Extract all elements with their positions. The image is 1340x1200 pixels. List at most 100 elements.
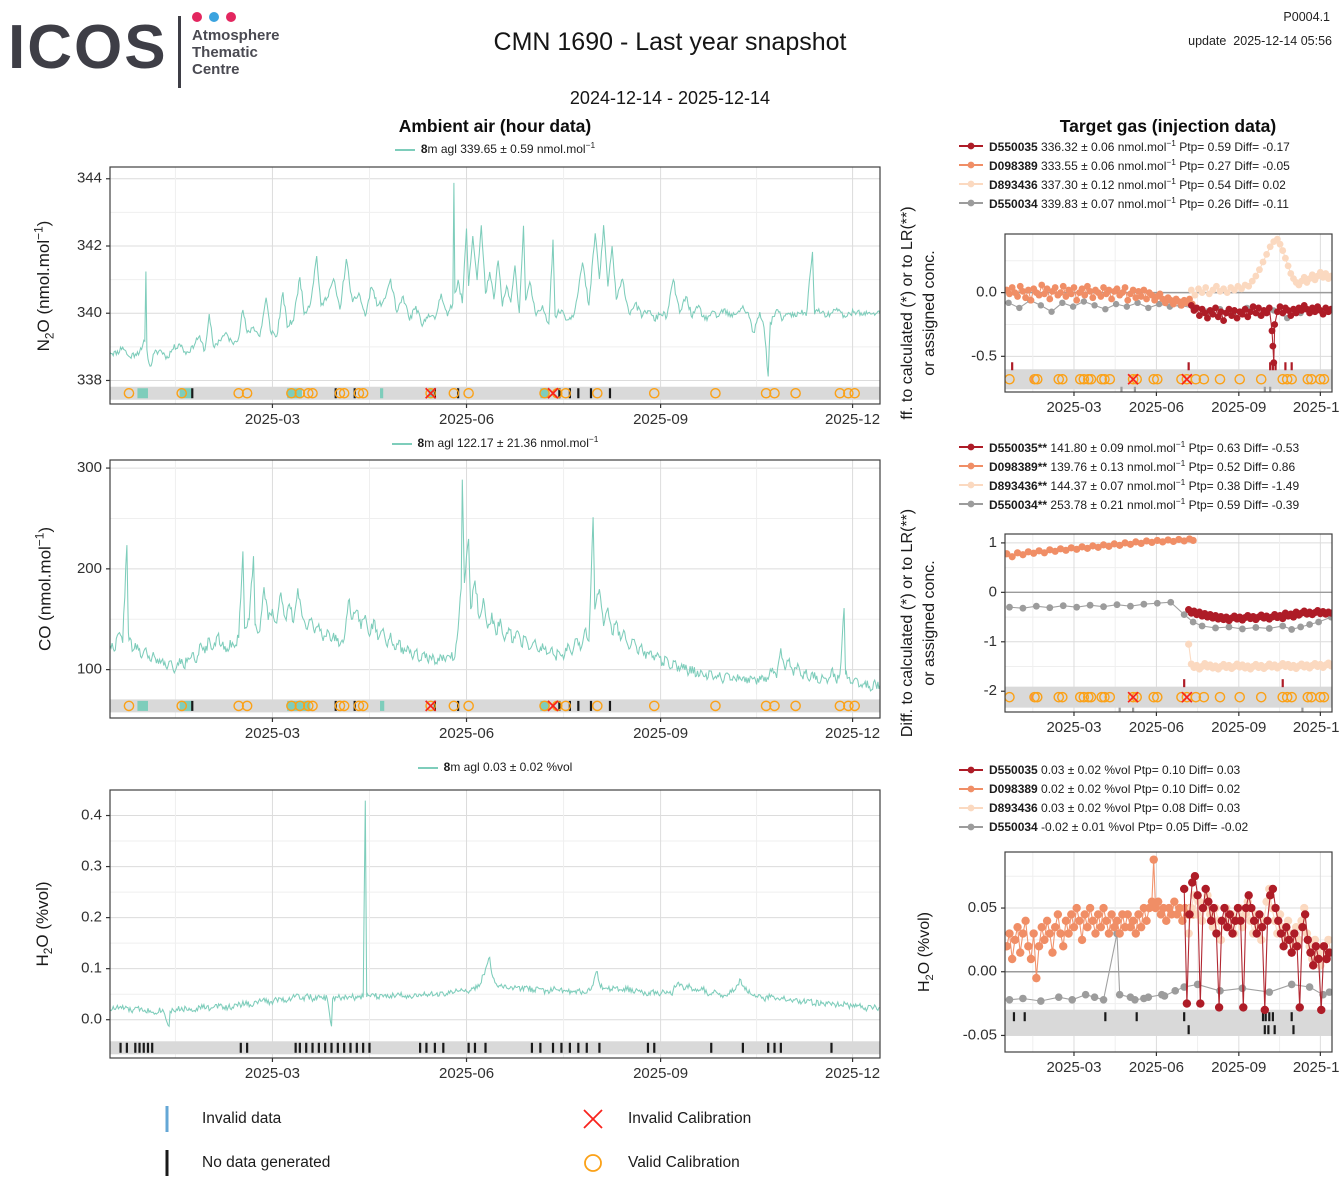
svg-text:2025-09: 2025-09 (633, 411, 688, 428)
chart-n2o-ambient: 338 340 342 344 2025-03 2025-06 2025-09 2025-12 (28, 150, 902, 438)
plot-h2o-ambient: 0.0 0.1 0.2 0.3 0.4 2025-03 2025-06 2025-09 2025… (81, 789, 881, 1082)
legend-key-icon (959, 443, 983, 450)
legend-key-icon (959, 785, 983, 792)
svg-text:2025-12: 2025-12 (1293, 399, 1340, 416)
legend-entry: D098389 333.55 ± 0.06 nmol.mol−1 Ptp= 0.… (958, 155, 1338, 174)
valid-calibration-icon (576, 1148, 610, 1178)
svg-text:2025-09: 2025-09 (1211, 719, 1266, 736)
legend-key-icon (959, 500, 983, 507)
svg-text:2025-03: 2025-03 (245, 725, 300, 738)
date-range: 2024-12-14 - 2025-12-14 (569, 88, 771, 108)
logo-dots-icon (192, 12, 236, 22)
legend-entry: D893436 0.03 ± 0.02 %vol Ptp= 0.08 Diff=… (958, 798, 1338, 817)
gridlines (110, 460, 880, 718)
legend-label: No data generated (202, 1154, 331, 1171)
legend-text: D893436** 144.37 ± 0.07 nmol.mol−1 Ptp= … (989, 476, 1300, 493)
svg-text:2025-06: 2025-06 (439, 725, 494, 738)
target-legend-co: D550035** 141.80 ± 0.09 nmol.mol−1 Ptp= … (958, 437, 1338, 513)
svg-text:0.3: 0.3 (81, 858, 102, 875)
axis-label: H2O (%vol) (32, 881, 56, 967)
axis-label: or assigned conc. (921, 560, 938, 686)
svg-text:0.00: 0.00 (968, 963, 997, 980)
legend-text: D550035 0.03 ± 0.02 %vol Ptp= 0.10 Diff=… (989, 762, 1241, 777)
no-data-icon (150, 1148, 184, 1178)
legend-entry: D550034 -0.02 ± 0.01 %vol Ptp= 0.05 Diff… (958, 817, 1338, 836)
svg-text:100: 100 (77, 661, 102, 678)
plot-n2o-ambient: 338 340 342 344 2025-03 2025-06 2025-09 2025-12 (77, 166, 881, 428)
legend-key-icon (959, 823, 983, 830)
legend-text: 8m agl 122.17 ± 21.36 nmol.mol−1 (417, 434, 599, 450)
legend-key-icon (959, 481, 983, 488)
legend-key-icon (959, 161, 983, 168)
logo-dot-icon (226, 12, 236, 22)
legend-text: D550035** 141.80 ± 0.09 nmol.mol−1 Ptp= … (989, 438, 1300, 455)
axis-label: Diff. to calculated (*) or to LR(**) (899, 508, 916, 738)
svg-text:344: 344 (77, 170, 102, 187)
logo-divider (178, 16, 181, 88)
legend-entry: D550035** 141.80 ± 0.09 nmol.mol−1 Ptp= … (958, 437, 1338, 456)
svg-text:2025-12: 2025-12 (1293, 1059, 1340, 1076)
invalid-calibration-icon (576, 1104, 610, 1134)
legend-text: D098389** 139.76 ± 0.13 nmol.mol−1 Ptp= … (989, 457, 1296, 474)
svg-text:0.2: 0.2 (81, 909, 102, 926)
flag-strip (1012, 1012, 1295, 1035)
svg-text:-2: -2 (984, 682, 997, 699)
legend-key-line-icon (394, 148, 415, 151)
chart-n2o-target: 0.0 -0.5 2025-03 2025-06 2025-09 2025-12 (895, 222, 1340, 426)
legend-key-icon (959, 142, 983, 149)
legend-entry: D550034** 253.78 ± 0.21 nmol.mol−1 Ptp= … (958, 494, 1338, 513)
target-legend-h2o: D550035 0.03 ± 0.02 %vol Ptp= 0.10 Diff=… (958, 760, 1338, 836)
legend-key-icon (959, 462, 983, 469)
flag-strip (123, 700, 860, 712)
logo-dot-icon (209, 12, 219, 22)
svg-text:300: 300 (77, 459, 102, 476)
legend-text: D550034 339.83 ± 0.07 nmol.mol−1 Ptp= 0.… (989, 194, 1289, 211)
legend-valid-calibration: Valid Calibration (576, 1148, 740, 1178)
svg-text:2025-09: 2025-09 (1211, 399, 1266, 416)
legend-key-icon (959, 180, 983, 187)
chart-h2o-target: 0.05 0.00 -0.05 2025-03 2025-06 2025-09 2025-1… (895, 840, 1340, 1088)
page-title: CMN 1690 - Last year snapshot (493, 28, 847, 56)
flag-strip (1005, 679, 1330, 712)
legend-text: 8m agl 0.03 ± 0.02 %vol (443, 760, 573, 774)
svg-text:338: 338 (77, 371, 102, 388)
legend-entry: D893436** 144.37 ± 0.07 nmol.mol−1 Ptp= … (958, 475, 1338, 494)
svg-text:2025-06: 2025-06 (1129, 399, 1184, 416)
svg-text:2025-03: 2025-03 (1046, 719, 1101, 736)
ambient-section-title: Ambient air (hour data) (398, 116, 592, 136)
axis-label: H2O (%vol) (915, 911, 937, 993)
svg-text:0.1: 0.1 (81, 960, 102, 977)
series (110, 479, 880, 692)
legend-label: Invalid data (202, 1110, 282, 1127)
legend-entry: D098389** 139.76 ± 0.13 nmol.mol−1 Ptp= … (958, 456, 1338, 475)
chart-h2o-ambient: 0.0 0.1 0.2 0.3 0.4 2025-03 2025-06 2025-09 2025… (28, 773, 902, 1082)
legend-text: 8m agl 339.65 ± 0.59 nmol.mol−1 (420, 140, 596, 156)
series (110, 182, 880, 377)
target-legend-n2o: D550035 336.32 ± 0.06 nmol.mol−1 Ptp= 0.… (958, 136, 1338, 212)
legend-key-icon (959, 804, 983, 811)
svg-text:0.05: 0.05 (968, 899, 997, 916)
logo-subtitle: Atmosphere Thematic Centre (192, 27, 280, 78)
legend-label: Valid Calibration (628, 1154, 740, 1171)
legend-entry: D550034 339.83 ± 0.07 nmol.mol−1 Ptp= 0.… (958, 193, 1338, 212)
ambient-legend-co: 8m agl 122.17 ± 21.36 nmol.mol−1 (130, 434, 860, 450)
legend-key-icon (959, 766, 983, 773)
svg-text:2025-09: 2025-09 (633, 1065, 688, 1078)
legend-entry: D893436 337.30 ± 0.12 nmol.mol−1 Ptp= 0.… (958, 174, 1338, 193)
svg-text:2025-06: 2025-06 (1129, 719, 1184, 736)
axis-label: CO (nmol.mol−1) (32, 526, 55, 652)
legend-key-line-icon (391, 442, 412, 445)
svg-text:2025-12: 2025-12 (825, 725, 880, 738)
axis-label: N2O (nmol.mol−1) (31, 220, 57, 352)
logo-subtitle-line: Atmosphere (192, 27, 280, 44)
svg-text:0.0: 0.0 (81, 1011, 102, 1028)
series-8m agl (110, 800, 880, 1028)
legend-label: Invalid Calibration (628, 1110, 752, 1127)
legend-key-icon (959, 199, 983, 206)
svg-text:-0.05: -0.05 (963, 1026, 997, 1043)
chart-co-target: 1 0 -1 -2 2025-03 2025-06 2025-09 2025-12 (895, 522, 1340, 746)
legend-text: D550035 336.32 ± 0.06 nmol.mol−1 Ptp= 0.… (989, 137, 1290, 154)
icos-logo: ICOS (8, 13, 168, 82)
logo-subtitle-line: Thematic (192, 44, 258, 61)
legend-text: D893436 0.03 ± 0.02 %vol Ptp= 0.08 Diff=… (989, 800, 1241, 815)
